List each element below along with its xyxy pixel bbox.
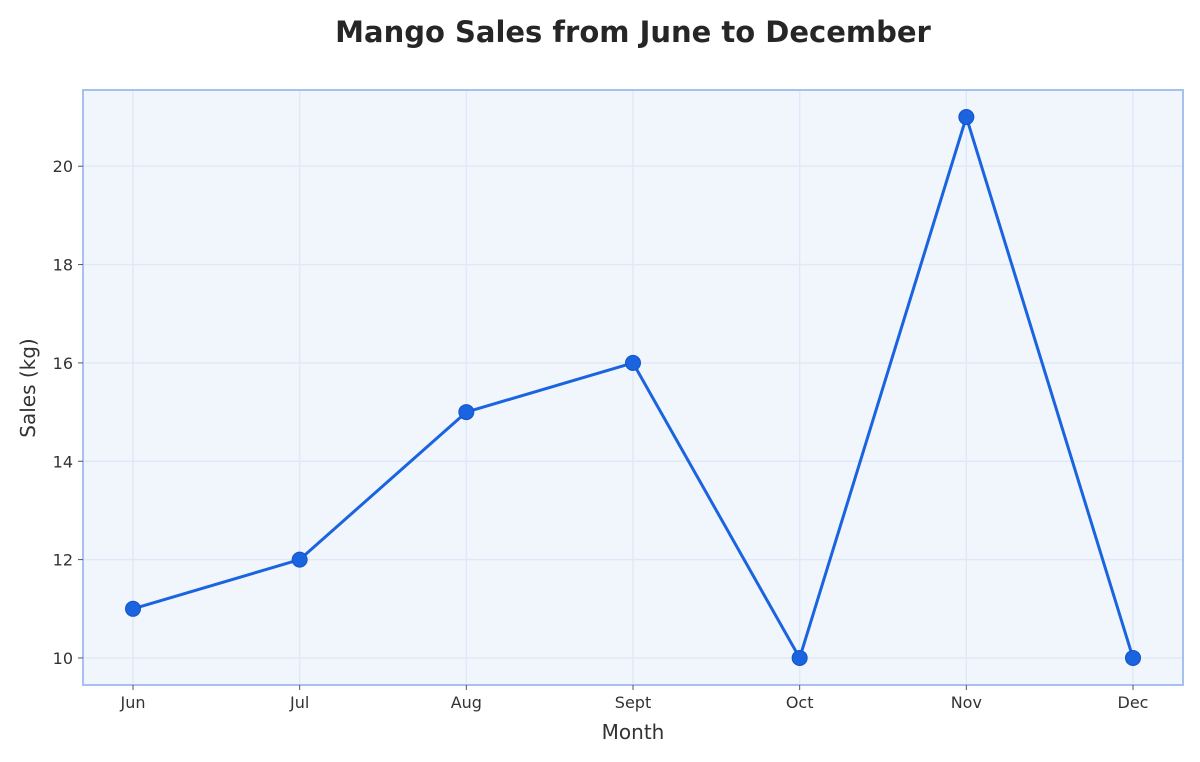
y-tick-label: 14 (53, 452, 73, 471)
y-tick-label: 20 (53, 157, 73, 176)
y-tick-label: 16 (53, 354, 73, 373)
x-tick-label: Sept (615, 693, 651, 712)
data-point-sept (625, 354, 641, 371)
y-tick-label: 10 (53, 649, 73, 668)
data-point-aug (458, 404, 475, 421)
data-point-oct (791, 649, 808, 666)
x-tick-label: Nov (951, 693, 982, 712)
data-point-dec (1125, 649, 1141, 666)
data-point-jun (125, 600, 141, 617)
grid (84, 91, 1182, 684)
x-tick-label: Aug (451, 693, 482, 712)
series-group (125, 109, 1141, 666)
y-tick-label: 18 (53, 256, 73, 275)
x-axis-ticks: Jun Jul Aug Sept Oct Nov Dec (120, 685, 1149, 712)
x-tick-label: Jul (289, 693, 309, 712)
data-point-jul (291, 551, 308, 568)
y-axis-ticks: 10 12 14 16 18 20 (53, 157, 83, 668)
data-point-nov (958, 109, 975, 126)
x-tick-label: Oct (786, 693, 814, 712)
x-tick-label: Jun (120, 693, 146, 712)
chart-title: Mango Sales from June to December (335, 15, 931, 49)
x-tick-label: Dec (1118, 693, 1149, 712)
y-axis-label: Sales (kg) (16, 338, 40, 437)
x-axis-label: Month (602, 720, 665, 744)
y-tick-label: 12 (53, 551, 73, 570)
